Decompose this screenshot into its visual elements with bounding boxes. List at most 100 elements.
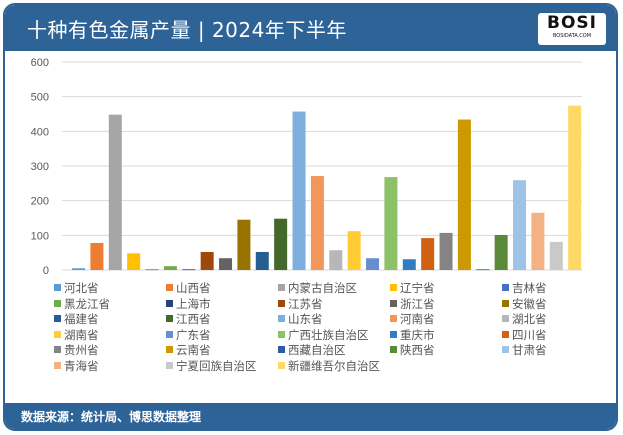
legend-item: 广西壮族自治区 xyxy=(278,327,369,343)
legend-item: 湖南省 xyxy=(54,327,99,343)
y-tick-label: 200 xyxy=(31,196,49,208)
legend-item: 安徽省 xyxy=(502,296,547,312)
legend-swatch xyxy=(278,299,285,307)
legend-swatch xyxy=(502,330,509,338)
bar-贵州省 xyxy=(439,232,453,270)
y-tick-label: 500 xyxy=(31,92,49,104)
logo-text: BOSI xyxy=(547,13,597,33)
legend-label: 广东省 xyxy=(176,327,211,342)
legend-label: 贵州省 xyxy=(64,343,99,357)
legend-label: 云南省 xyxy=(176,343,211,357)
legend-item: 山西省 xyxy=(166,280,211,296)
legend-label: 福建省 xyxy=(64,312,99,326)
legend-item: 宁夏回族自治区 xyxy=(166,358,257,374)
y-tick-label: 400 xyxy=(31,126,49,138)
legend-item: 上海市 xyxy=(166,296,211,312)
legend-swatch xyxy=(54,330,61,338)
legend-item: 山东省 xyxy=(278,311,323,327)
legend-item: 江苏省 xyxy=(278,296,323,312)
legend-swatch xyxy=(278,361,285,369)
legend-label: 陕西省 xyxy=(400,343,435,357)
legend-swatch xyxy=(166,315,173,322)
legend-item: 重庆市 xyxy=(390,327,435,343)
legend-item: 江西省 xyxy=(166,311,211,327)
bar-湖南省 xyxy=(347,231,361,270)
legend-item: 河北省 xyxy=(54,280,99,296)
legend-swatch xyxy=(502,284,509,291)
legend-label: 湖北省 xyxy=(512,312,547,326)
legend-label: 青海省 xyxy=(64,358,99,373)
legend-swatch xyxy=(278,330,285,338)
bar-安徽省 xyxy=(237,219,251,270)
header: 十种有色金属产量 | 2024年下半年 BOSI BOSIDATA.COM xyxy=(5,5,616,51)
legend-swatch xyxy=(166,346,173,353)
bar-福建省 xyxy=(255,251,269,270)
legend-swatch xyxy=(278,284,285,291)
legend-swatch xyxy=(166,284,173,291)
bar-山西省 xyxy=(90,242,104,270)
legend-swatch xyxy=(278,315,285,322)
bar-湖北省 xyxy=(329,250,343,270)
bar-四川省 xyxy=(421,238,435,270)
bar-西藏自治区 xyxy=(476,269,490,271)
legend-swatch xyxy=(166,299,173,307)
legend-swatch xyxy=(54,315,61,322)
legend-swatch xyxy=(54,299,61,307)
legend-label: 新疆维吾尔自治区 xyxy=(288,358,380,373)
legend-label: 山东省 xyxy=(288,312,323,326)
legend-item: 新疆维吾尔自治区 xyxy=(278,358,380,374)
legend-item: 湖北省 xyxy=(502,311,547,327)
y-tick-label: 100 xyxy=(31,230,49,242)
legend-item: 四川省 xyxy=(502,327,547,343)
legend-label: 湖南省 xyxy=(64,327,99,342)
legend-label: 重庆市 xyxy=(400,327,435,342)
legend-item: 黑龙江省 xyxy=(54,296,110,312)
legend-item: 西藏自治区 xyxy=(278,342,346,358)
legend-label: 山西省 xyxy=(176,281,211,295)
chart-title: 十种有色金属产量 | 2024年下半年 xyxy=(27,18,347,42)
bosi-logo: BOSI BOSIDATA.COM xyxy=(538,13,606,45)
legend-label: 河北省 xyxy=(64,281,99,295)
legend-label: 上海市 xyxy=(176,296,211,311)
bar-chart: 0 100 200 300 400 500 600 xyxy=(31,57,582,277)
legend-label: 广西壮族自治区 xyxy=(288,327,369,342)
legend-swatch xyxy=(390,299,397,307)
legend-item: 福建省 xyxy=(54,311,99,327)
legend-item: 甘肃省 xyxy=(502,342,547,358)
legend-item: 辽宁省 xyxy=(390,280,435,296)
data-source: 数据来源：统计局、博思数据整理 xyxy=(21,410,202,424)
bar-河南省 xyxy=(310,176,324,270)
legend-item: 浙江省 xyxy=(390,296,435,312)
bar-吉林省 xyxy=(145,269,159,271)
legend-item: 云南省 xyxy=(166,342,211,358)
legend-item: 贵州省 xyxy=(54,342,99,358)
y-tick-label: 0 xyxy=(43,265,49,277)
legend-item: 河南省 xyxy=(390,311,435,327)
legend-label: 河南省 xyxy=(400,312,435,326)
legend-swatch xyxy=(390,346,397,353)
legend-label: 安徽省 xyxy=(512,296,547,311)
footer: 数据来源：统计局、博思数据整理 xyxy=(5,403,616,429)
legend-swatch xyxy=(54,346,61,353)
bar-辽宁省 xyxy=(127,253,141,270)
legend-label: 宁夏回族自治区 xyxy=(176,358,257,373)
legend-swatch xyxy=(54,284,61,291)
bar-宁夏回族自治区 xyxy=(549,241,563,270)
bar-山东省 xyxy=(292,111,306,270)
bar-内蒙古自治区 xyxy=(108,114,122,271)
legend-label: 西藏自治区 xyxy=(288,343,346,357)
bar-江西省 xyxy=(274,218,288,270)
legend-swatch xyxy=(166,361,173,369)
bar-陕西省 xyxy=(494,234,508,270)
bar-甘肃省 xyxy=(513,180,527,270)
logo-sub: BOSIDATA.COM xyxy=(552,33,592,39)
legend-label: 辽宁省 xyxy=(400,281,435,295)
legend-swatch xyxy=(166,330,173,338)
legend-label: 江苏省 xyxy=(288,296,323,311)
legend-swatch xyxy=(502,299,509,307)
legend-swatch xyxy=(390,284,397,291)
legend-item: 内蒙古自治区 xyxy=(278,280,357,296)
legend-swatch xyxy=(502,346,509,353)
legend-swatch xyxy=(278,346,285,353)
legend-item: 广东省 xyxy=(166,327,211,343)
